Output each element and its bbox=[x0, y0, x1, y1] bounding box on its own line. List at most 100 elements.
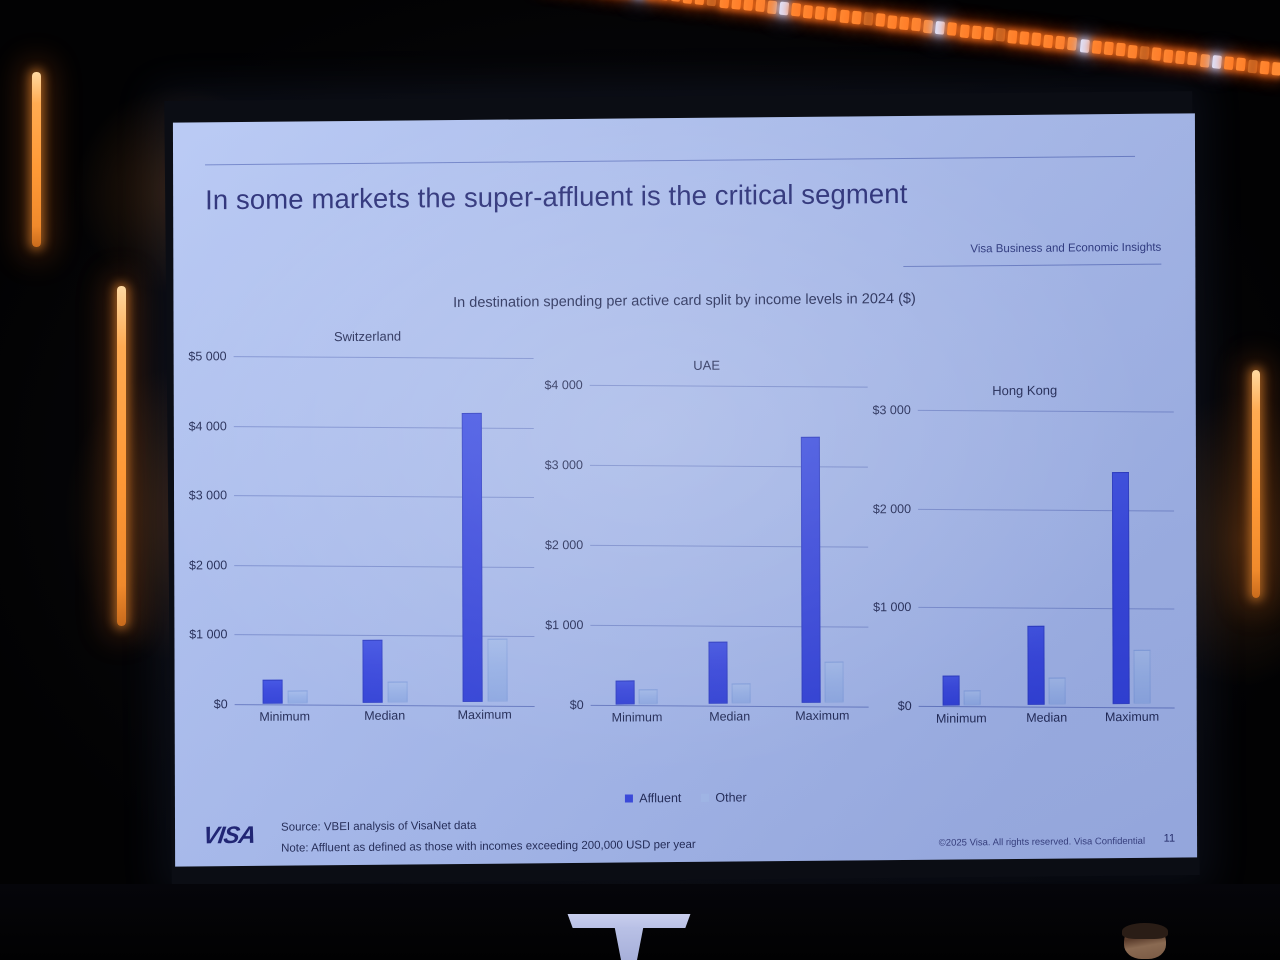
ceiling-light bbox=[1031, 32, 1042, 47]
y-axis-tick-label: $3 000 bbox=[872, 402, 911, 418]
page-title: In some markets the super-affluent is th… bbox=[205, 177, 908, 216]
legend-item-other: Other bbox=[701, 790, 747, 805]
bar-affluent-maximum bbox=[1112, 472, 1130, 705]
ceiling-light bbox=[754, 0, 766, 13]
projection-screen: In some markets the super-affluent is th… bbox=[164, 91, 1200, 885]
y-axis-tick-label: $0 bbox=[897, 698, 912, 714]
x-axis-category-label: Median bbox=[364, 708, 406, 723]
source-note: Source: VBEI analysis of VisaNet data bbox=[281, 819, 477, 834]
chart-panel-switzerland: Switzerland $0 $1 000 $2 000 $3 000 $4 000 $5 … bbox=[188, 327, 545, 750]
ceiling-light bbox=[875, 13, 886, 28]
chart-title: Switzerland bbox=[333, 328, 402, 345]
ceiling-light bbox=[1067, 37, 1078, 51]
y-axis-tick-label: $0 bbox=[213, 697, 228, 712]
x-axis-category-label: Maximum bbox=[1104, 709, 1160, 725]
ceiling-light bbox=[1091, 40, 1102, 54]
chart-title: UAE bbox=[693, 357, 721, 373]
plot-area: $0 $1 000 $2 000 $3 000 $4 000 $5 000 Minimum M… bbox=[188, 349, 535, 724]
ceiling-light bbox=[1211, 54, 1222, 69]
x-axis-category-label: Minimum bbox=[259, 709, 311, 724]
y-axis-tick-label: $2 000 bbox=[872, 501, 912, 516]
ceiling-light bbox=[1139, 45, 1150, 60]
bar-affluent-maximum bbox=[461, 412, 483, 702]
ceiling-light bbox=[1235, 57, 1246, 72]
y-axis-tick-label: $1 000 bbox=[873, 600, 912, 615]
ceiling-light bbox=[730, 0, 742, 10]
wall-light-bar-2 bbox=[117, 286, 126, 626]
ceiling-light bbox=[887, 14, 898, 29]
ceiling-light bbox=[682, 0, 694, 4]
y-axis-tick-label: $0 bbox=[569, 697, 584, 713]
bar-other-minimum bbox=[287, 690, 308, 704]
x-axis-category-label: Minimum bbox=[935, 711, 987, 726]
page-number: 11 bbox=[1163, 832, 1176, 845]
ceiling-light bbox=[995, 28, 1006, 43]
bar-affluent-minimum bbox=[262, 679, 283, 704]
brand-tag: Visa Business and Economic Insights bbox=[970, 241, 1162, 256]
ceiling-light bbox=[1271, 62, 1280, 77]
bar-other-maximum bbox=[1133, 649, 1151, 704]
chart-subtitle: In destination spending per active card … bbox=[453, 290, 916, 312]
x-axis-line bbox=[234, 704, 535, 708]
bar-affluent-median bbox=[708, 641, 728, 704]
ceiling-light bbox=[766, 0, 778, 14]
podium-stem bbox=[614, 927, 644, 960]
y-axis-tick-label: $2 000 bbox=[188, 557, 228, 573]
x-axis-line bbox=[590, 704, 869, 708]
ceiling-light bbox=[923, 19, 934, 34]
ceiling-light bbox=[1163, 48, 1174, 63]
ceiling-light bbox=[1103, 41, 1114, 56]
title-divider-top bbox=[205, 155, 1136, 166]
bar-other-median bbox=[1048, 677, 1066, 705]
definition-note: Note: Affluent as defined as those with … bbox=[281, 838, 696, 855]
legend-label-other: Other bbox=[715, 790, 747, 805]
ceiling-light bbox=[959, 23, 970, 38]
podium bbox=[565, 914, 693, 960]
plot-area: $0 $1 000 $2 000 $3 000 Minimum Median Maximum bbox=[873, 403, 1175, 726]
visa-logo: VISA bbox=[201, 821, 257, 850]
bar-other-minimum bbox=[963, 690, 981, 706]
y-axis-tick-label: $3 000 bbox=[188, 488, 228, 503]
ceiling-light bbox=[1055, 35, 1066, 50]
ceiling-light bbox=[1019, 31, 1030, 45]
bar-group: Maximum bbox=[775, 382, 869, 723]
title-divider-bottom bbox=[903, 263, 1162, 267]
speaker-person bbox=[1108, 923, 1198, 960]
x-axis-line bbox=[918, 705, 1175, 709]
y-axis-tick-label: $4 000 bbox=[188, 418, 227, 434]
x-axis-category-label: Maximum bbox=[457, 707, 512, 723]
bar-affluent-maximum bbox=[800, 436, 821, 703]
ceiling-light bbox=[983, 26, 994, 41]
chart-panel-hong-kong: Hong Kong $0 $1 000 $2 000 $3 000 Minimum Medi… bbox=[870, 381, 1181, 749]
presentation-slide: In some markets the super-affluent is th… bbox=[172, 113, 1198, 867]
ceiling-light bbox=[803, 4, 814, 19]
legend-label-affluent: Affluent bbox=[639, 791, 682, 806]
ceiling-light bbox=[911, 17, 922, 32]
bar-affluent-median bbox=[1027, 625, 1045, 705]
bar-group: Maximum bbox=[1088, 408, 1174, 724]
bar-group: Median bbox=[1003, 408, 1089, 725]
legend-swatch-affluent bbox=[625, 794, 634, 803]
ceiling-light bbox=[839, 8, 850, 23]
bar-affluent-minimum bbox=[615, 680, 635, 705]
bar-other-minimum bbox=[638, 689, 658, 705]
wall-light-bar-3 bbox=[1252, 370, 1260, 598]
legend-swatch-other bbox=[701, 793, 710, 802]
ceiling-light bbox=[742, 0, 754, 11]
ceiling-light bbox=[1187, 51, 1198, 66]
ceiling-light bbox=[1079, 38, 1090, 53]
y-axis-tick-label: $4 000 bbox=[544, 377, 583, 393]
bar-group: Maximum bbox=[434, 353, 535, 722]
ceiling-light bbox=[1175, 50, 1186, 65]
ceiling-light bbox=[1247, 59, 1258, 74]
bar-other-maximum bbox=[824, 661, 844, 703]
plot-area: $0 $1 000 $2 000 $3 000 $4 000 Minimum Median M… bbox=[544, 378, 869, 725]
chart-title: Hong Kong bbox=[992, 382, 1058, 399]
bar-group: Minimum bbox=[234, 355, 335, 724]
y-axis-tick-label: $3 000 bbox=[544, 457, 583, 473]
y-axis-tick-label: $1 000 bbox=[545, 617, 584, 633]
bar-group: Minimum bbox=[590, 384, 684, 725]
chart-panel-uae: UAE $0 $1 000 $2 000 $3 000 $4 000 Minimum Medi… bbox=[544, 356, 869, 749]
ceiling-light bbox=[1151, 47, 1162, 62]
ceiling-light bbox=[1007, 29, 1018, 44]
